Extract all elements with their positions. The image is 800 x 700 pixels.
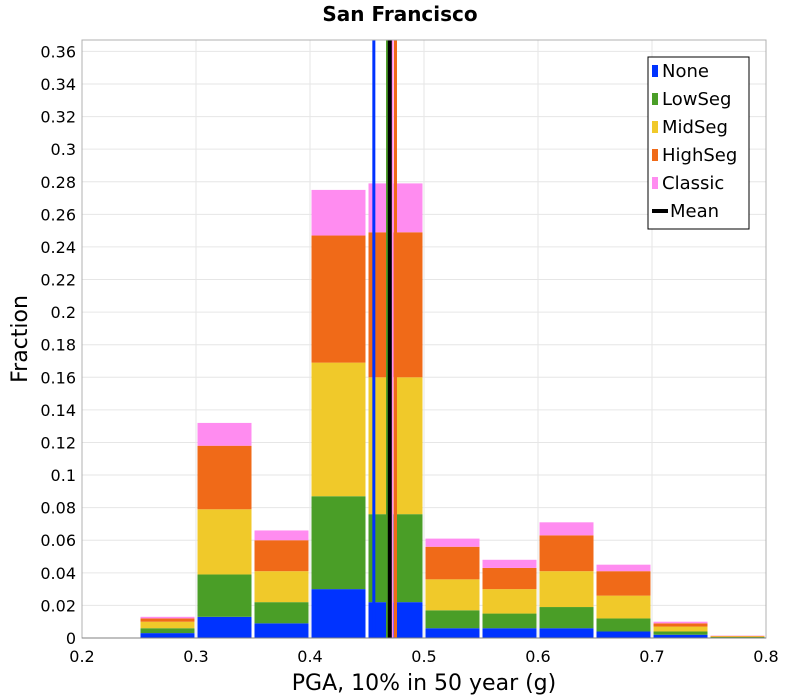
x-tick-label: 0.8: [753, 647, 778, 666]
legend: None LowSeg MidSeg HighSeg Classic Mean: [647, 56, 750, 230]
bar-segment-midseg: [539, 571, 594, 608]
y-tick-label: 0.2: [51, 303, 76, 322]
y-tick-label: 0.12: [40, 433, 76, 452]
legend-label-midseg: MidSeg: [662, 117, 728, 138]
y-tick-label: 0.34: [40, 75, 76, 94]
legend-box: [647, 56, 750, 230]
y-tick-label: 0.3: [51, 140, 76, 159]
bar-segment-classic: [197, 422, 252, 446]
legend-swatch-midseg: [652, 121, 658, 133]
x-tick-label: 0.2: [69, 647, 94, 666]
bar-segment-lowseg: [596, 618, 651, 632]
bar-segment-highseg: [482, 567, 537, 590]
legend-swatch-none: [652, 65, 658, 77]
bar-segment-lowseg: [254, 602, 309, 624]
bar-segment-midseg: [254, 571, 309, 603]
bar-segment-none: [539, 628, 594, 638]
x-tick-labels: 0.2 0.3 0.4 0.5 0.6 0.7 0.8: [69, 647, 778, 666]
y-tick-label: 0.26: [40, 205, 76, 224]
legend-swatch-lowseg: [652, 93, 658, 105]
y-axis-title: Fraction: [8, 295, 33, 383]
bar-segment-none: [311, 589, 366, 638]
bar-segment-classic: [425, 538, 480, 547]
bar-segment-none: [653, 634, 708, 638]
bar-segment-classic: [653, 621, 708, 624]
bar-segment-midseg: [140, 621, 195, 629]
bar-segment-midseg: [197, 509, 252, 575]
x-tick-label: 0.4: [297, 647, 322, 666]
y-tick-label: 0.1: [51, 466, 76, 485]
bar-segment-lowseg: [140, 628, 195, 634]
bar-segment-none: [482, 628, 537, 638]
bar-segment-midseg: [425, 579, 480, 611]
y-tick-label: 0.32: [40, 108, 76, 127]
bar-segment-midseg: [311, 362, 366, 497]
stacked-bars: [140, 183, 765, 638]
y-tick-label: 0.06: [40, 531, 76, 550]
bar-segment-classic: [482, 559, 537, 568]
bar-segment-none: [197, 616, 252, 638]
bar-segment-lowseg: [197, 574, 252, 617]
bar-segment-classic: [254, 530, 309, 541]
mean-lines: [372, 40, 397, 638]
y-tick-label: 0.16: [40, 368, 76, 387]
legend-swatch-highseg: [652, 149, 658, 161]
legend-swatch-classic: [652, 177, 658, 189]
bar-segment-none: [425, 628, 480, 638]
y-tick-label: 0.36: [40, 42, 76, 61]
bar-segment-none: [596, 631, 651, 638]
bar-segment-lowseg: [425, 610, 480, 629]
bar-segment-highseg: [596, 571, 651, 596]
bar-segment-highseg: [197, 445, 252, 510]
chart-title: San Francisco: [322, 2, 478, 26]
x-tick-label: 0.7: [639, 647, 664, 666]
bar-segment-none: [140, 633, 195, 638]
legend-label-classic: Classic: [662, 173, 724, 194]
legend-label-mean: Mean: [670, 201, 719, 222]
bar-segment-highseg: [425, 546, 480, 580]
x-axis-title: PGA, 10% in 50 year (g): [292, 671, 556, 696]
y-tick-label: 0.14: [40, 401, 76, 420]
bar-segment-lowseg: [653, 631, 708, 635]
y-tick-label: 0.18: [40, 336, 76, 355]
bar-segment-classic: [539, 522, 594, 536]
y-tick-label: 0: [66, 629, 76, 648]
y-tick-label: 0.08: [40, 499, 76, 518]
bar-segment-lowseg: [311, 496, 366, 590]
y-tick-label: 0.02: [40, 596, 76, 615]
bar-segment-lowseg: [539, 607, 594, 629]
legend-label-lowseg: LowSeg: [662, 89, 731, 110]
bar-segment-highseg: [539, 535, 594, 572]
x-tick-label: 0.5: [411, 647, 436, 666]
y-tick-label: 0.28: [40, 173, 76, 192]
bar-segment-midseg: [596, 595, 651, 619]
bar-segment-midseg: [653, 626, 708, 632]
bar-segment-lowseg: [482, 613, 537, 629]
bar-segment-highseg: [653, 623, 708, 627]
x-tick-label: 0.6: [525, 647, 550, 666]
bar-segment-classic: [140, 616, 195, 619]
y-tick-labels: 0 0.02 0.04 0.06 0.08 0.1 0.12 0.14 0.16 0.18 0.2 0…: [40, 42, 76, 648]
y-tick-label: 0.04: [40, 564, 76, 583]
bar-segment-none: [254, 623, 309, 638]
bar-segment-classic: [311, 189, 366, 236]
bar-segment-highseg: [254, 540, 309, 572]
y-tick-label: 0.24: [40, 238, 76, 257]
y-tick-label: 0.22: [40, 271, 76, 290]
bar-segment-classic: [596, 564, 651, 572]
x-tick-label: 0.3: [183, 647, 208, 666]
legend-label-highseg: HighSeg: [662, 145, 737, 166]
bar-segment-highseg: [311, 235, 366, 363]
bar-segment-midseg: [710, 636, 765, 638]
bar-segment-midseg: [482, 589, 537, 614]
legend-label-none: None: [662, 61, 709, 82]
bar-segment-highseg: [140, 618, 195, 622]
